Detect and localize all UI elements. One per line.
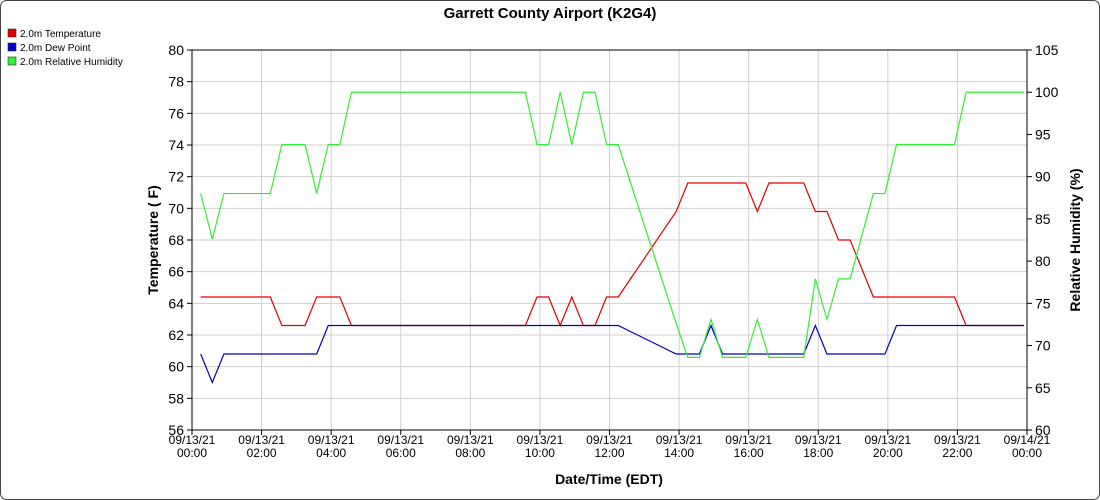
y-tick-label: 60 xyxy=(168,359,184,375)
x-tick-label-line: 06:00 xyxy=(386,446,416,460)
x-tick-label: 09/13/21 16:00 xyxy=(725,433,772,460)
plot-border xyxy=(191,49,1028,431)
y2-tick-label: 105 xyxy=(1035,42,1059,58)
x-tick-label: 09/13/21 14:00 xyxy=(656,433,703,460)
legend-swatch xyxy=(7,42,17,52)
y2-tick-label: 85 xyxy=(1035,211,1051,227)
y-tick-label: 58 xyxy=(168,390,184,406)
x-tick-label: 09/13/21 08:00 xyxy=(447,433,494,460)
x-tick-label-line: 09/13/21 xyxy=(795,433,842,447)
y-tick-label: 80 xyxy=(168,42,184,58)
x-tick-label: 09/13/21 10:00 xyxy=(517,433,564,460)
x-tick-label: 09/13/21 20:00 xyxy=(864,433,911,460)
y-tick-label: 56 xyxy=(168,422,184,438)
y2-tick-label: 70 xyxy=(1035,338,1051,354)
x-tick-label-line: 20:00 xyxy=(873,446,903,460)
y-tick-label: 70 xyxy=(168,200,184,216)
y2-tick-label: 90 xyxy=(1035,169,1051,185)
y2-tick-label: 100 xyxy=(1035,84,1059,100)
x-tick-label-line: 18:00 xyxy=(803,446,833,460)
legend-label: 2.0m Relative Humidity xyxy=(20,57,123,68)
x-axis-title: Date/Time (EDT) xyxy=(555,471,663,487)
y2-tick-label: 65 xyxy=(1035,380,1051,396)
x-tick-label-line: 08:00 xyxy=(455,446,485,460)
y-tick-label: 76 xyxy=(168,105,184,121)
legend-label: 2.0m Dew Point xyxy=(20,43,91,54)
series-line xyxy=(200,91,1025,358)
chart-title: Garrett County Airport (K2G4) xyxy=(444,5,657,22)
y-tick-label: 78 xyxy=(168,74,184,90)
x-tick-label-line: 02:00 xyxy=(247,446,277,460)
x-tick-label-line: 09/13/21 xyxy=(238,433,285,447)
y-tick-label: 64 xyxy=(168,295,184,311)
y-tick-label: 74 xyxy=(168,137,184,153)
x-tick-label-line: 10:00 xyxy=(525,446,555,460)
x-tick-label: 09/14/21 00:00 xyxy=(1004,433,1051,460)
x-tick-label: 09/13/21 04:00 xyxy=(308,433,355,460)
legend-swatch xyxy=(7,56,17,66)
y-tick-label: 68 xyxy=(168,232,184,248)
y2-tick-label: 95 xyxy=(1035,126,1051,142)
x-tick-label: 09/13/21 02:00 xyxy=(238,433,285,460)
series-line xyxy=(200,182,1025,328)
x-tick-label-line: 16:00 xyxy=(734,446,764,460)
x-tick-label-line: 09/13/21 xyxy=(864,433,911,447)
legend-label: 2.0m Temperature xyxy=(20,29,101,40)
x-tick-label-line: 09/13/21 xyxy=(586,433,633,447)
y-tick-label: 62 xyxy=(168,327,184,343)
legend-swatch xyxy=(7,28,17,38)
y2-tick-label: 60 xyxy=(1035,422,1051,438)
x-tick-label-line: 00:00 xyxy=(1012,446,1042,460)
x-tick-label: 09/13/21 18:00 xyxy=(795,433,842,460)
x-tick-label: 09/13/21 06:00 xyxy=(377,433,424,460)
x-tick-label-line: 09/13/21 xyxy=(169,433,216,447)
x-tick-label-line: 00:00 xyxy=(177,446,207,460)
x-tick-label-line: 09/13/21 xyxy=(377,433,424,447)
x-tick-label-line: 12:00 xyxy=(594,446,624,460)
x-tick-label-line: 09/13/21 xyxy=(447,433,494,447)
x-tick-label-line: 22:00 xyxy=(942,446,972,460)
series-line xyxy=(200,323,1025,385)
x-tick-label-line: 14:00 xyxy=(664,446,694,460)
y2-tick-label: 80 xyxy=(1035,253,1051,269)
y2-tick-label: 75 xyxy=(1035,295,1051,311)
x-tick-label: 09/13/21 12:00 xyxy=(586,433,633,460)
x-tick-label-line: 09/13/21 xyxy=(308,433,355,447)
x-tick-label-line: 04:00 xyxy=(316,446,346,460)
x-tick-label: 09/13/21 00:00 xyxy=(169,433,216,460)
y-tick-label: 72 xyxy=(168,169,184,185)
x-tick-label-line: 09/13/21 xyxy=(656,433,703,447)
x-tick-label-line: 09/13/21 xyxy=(517,433,564,447)
y-axis-title: Temperature ( F) xyxy=(145,185,161,294)
y-tick-label: 66 xyxy=(168,264,184,280)
y2-axis-title: Relative Humidity (%) xyxy=(1067,168,1083,311)
x-tick-label-line: 09/13/21 xyxy=(934,433,981,447)
x-tick-label-line: 09/14/21 xyxy=(1004,433,1051,447)
x-tick-label-line: 09/13/21 xyxy=(725,433,772,447)
x-tick-label: 09/13/21 22:00 xyxy=(934,433,981,460)
